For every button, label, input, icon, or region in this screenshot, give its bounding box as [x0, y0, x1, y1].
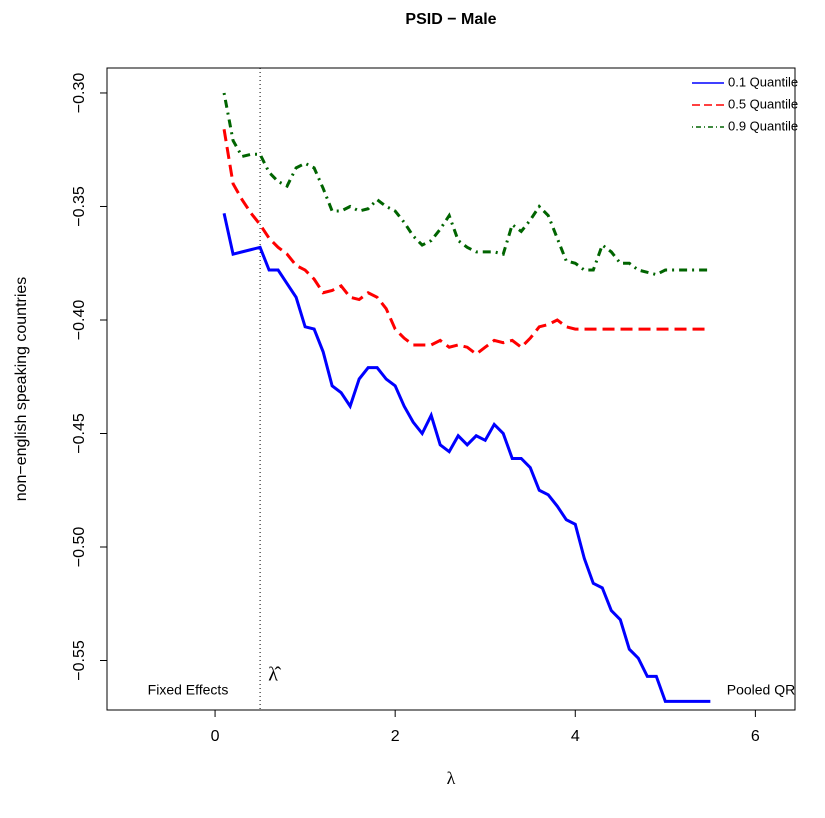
x-tick-label: 2: [391, 728, 400, 745]
y-tick-label: −0.45: [71, 413, 88, 454]
annotation: Pooled QR: [727, 682, 795, 698]
legend-label: 0.5 Quantile: [728, 96, 798, 111]
reference-label: λ̂: [268, 664, 282, 686]
plot-frame: [106, 67, 796, 711]
x-tick-label: 6: [751, 728, 760, 745]
y-tick-label: −0.40: [71, 300, 88, 341]
y-tick-label: −0.55: [71, 640, 88, 681]
y-tick-label: −0.30: [71, 73, 88, 114]
y-tick-label: −0.50: [71, 527, 88, 568]
y-tick-label: −0.35: [71, 186, 88, 227]
annotation: Fixed Effects: [148, 682, 229, 698]
y-axis-label: non−english speaking countries: [13, 277, 30, 502]
data-line: [222, 92, 711, 277]
legend-label: 0.1 Quantile: [728, 74, 798, 89]
x-axis-label: λ: [447, 768, 456, 788]
data-line: [222, 212, 711, 703]
x-tick-label: 0: [211, 728, 220, 745]
legend-label: 0.9 Quantile: [728, 118, 798, 133]
x-tick-label: 4: [571, 728, 580, 745]
data-line: [222, 129, 711, 356]
chart-title: PSID − Male: [405, 11, 496, 28]
